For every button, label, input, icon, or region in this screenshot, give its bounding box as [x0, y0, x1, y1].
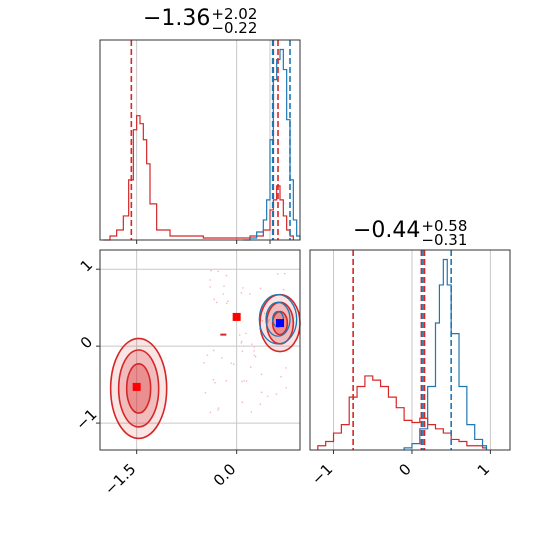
y-tick-label: 0	[77, 333, 96, 352]
panel1-title: −1.36 +2.02 −0.22	[143, 6, 257, 35]
scatter-point	[225, 379, 228, 382]
axes-frame	[99, 39, 301, 241]
scatter-point	[242, 287, 244, 289]
scatter-point	[285, 386, 287, 389]
scatter-point	[260, 373, 263, 376]
scatter-point	[215, 301, 218, 304]
scatter-point	[217, 270, 219, 273]
panel2-title: −0.44 +0.58 −0.31	[353, 218, 467, 247]
scatter-point	[249, 293, 251, 295]
scatter-point	[210, 269, 212, 272]
histogram-red	[103, 115, 294, 241]
histogram-blue	[243, 48, 301, 241]
contour-blue	[265, 301, 291, 337]
panel1-title-plus: +2.02	[211, 4, 258, 23]
scatter-point	[230, 362, 233, 364]
panel1-title-value: −1.36	[143, 6, 211, 31]
scatter-point	[238, 334, 241, 336]
scatter-point	[280, 375, 282, 378]
scatter-point	[209, 411, 212, 414]
axes-frame	[309, 249, 511, 451]
scatter-point	[283, 272, 286, 275]
scatter-point	[253, 354, 256, 357]
panel2-title-value: −0.44	[353, 218, 421, 243]
scatter-point	[245, 380, 248, 382]
scatter-point	[212, 349, 215, 352]
scatter-point	[249, 366, 252, 368]
scatter-point	[217, 407, 220, 409]
scatter-point	[240, 342, 243, 344]
scatter-point	[241, 350, 244, 352]
scatter-point	[241, 380, 243, 383]
scatter-point	[225, 302, 228, 305]
panel-bottom-right: −1 0 1	[308, 249, 511, 488]
panel2-title-minus: −0.31	[421, 230, 468, 249]
x-tick-label: 1	[474, 460, 493, 479]
scatter-point	[240, 340, 243, 343]
scatter-point	[209, 286, 211, 288]
scatter-point	[233, 363, 235, 366]
marker-red	[132, 382, 141, 391]
scatter-point	[253, 350, 255, 352]
scatter-point	[263, 312, 266, 315]
axes-frame	[99, 249, 301, 451]
scatter-point	[212, 378, 215, 381]
scatter-point	[267, 321, 269, 323]
scatter-point	[251, 343, 253, 345]
marker-blue	[276, 319, 284, 328]
scatter-point	[250, 411, 253, 413]
scatter-point	[209, 279, 212, 281]
y-tick-label: −1	[72, 405, 100, 433]
y-tick-label: 1	[77, 256, 96, 275]
scatter-point	[203, 362, 205, 364]
x-tick-label: −1	[308, 460, 336, 488]
scatter-point	[206, 354, 209, 356]
scatter-point	[227, 300, 229, 303]
histogram-blue	[403, 258, 488, 450]
scatter-point	[266, 395, 269, 397]
scatter-point	[259, 403, 262, 405]
scatter-point	[223, 285, 225, 287]
scatter-point	[221, 357, 223, 359]
scatter-point	[204, 392, 207, 394]
scatter-point	[254, 355, 257, 358]
x-tick-label: −1.5	[101, 460, 139, 498]
scatter-point	[282, 288, 285, 291]
scatter-point	[276, 273, 279, 275]
scatter-point	[245, 332, 247, 335]
scatter-point	[225, 274, 228, 277]
scatter-point	[243, 380, 245, 382]
scatter-point	[222, 293, 225, 295]
scatter-point	[240, 292, 243, 294]
histogram-red	[317, 375, 488, 450]
scatter-point	[213, 298, 215, 301]
panel1-title-minus: −0.22	[211, 18, 258, 37]
scatter-point	[241, 401, 244, 404]
scatter-point	[259, 287, 262, 290]
x-tick-label: 0.0	[210, 460, 240, 490]
scatter-point	[214, 381, 216, 384]
scatter-point	[268, 319, 270, 321]
scatter-point	[275, 393, 278, 395]
panel-bottom-left: −1.5 0.0 1 0 −1	[72, 249, 301, 499]
marker-red	[232, 312, 241, 321]
scatter-point	[260, 391, 263, 394]
panel2-title-plus: +0.58	[421, 216, 468, 235]
scatter-point	[217, 409, 219, 411]
scatter-point	[285, 367, 287, 369]
x-tick-label: 0	[395, 460, 414, 479]
panel-top-left	[99, 39, 301, 244]
marker-red-dash	[220, 333, 227, 336]
contour-blue	[258, 293, 298, 345]
scatter-point	[261, 320, 264, 322]
scatter-point	[253, 346, 256, 348]
